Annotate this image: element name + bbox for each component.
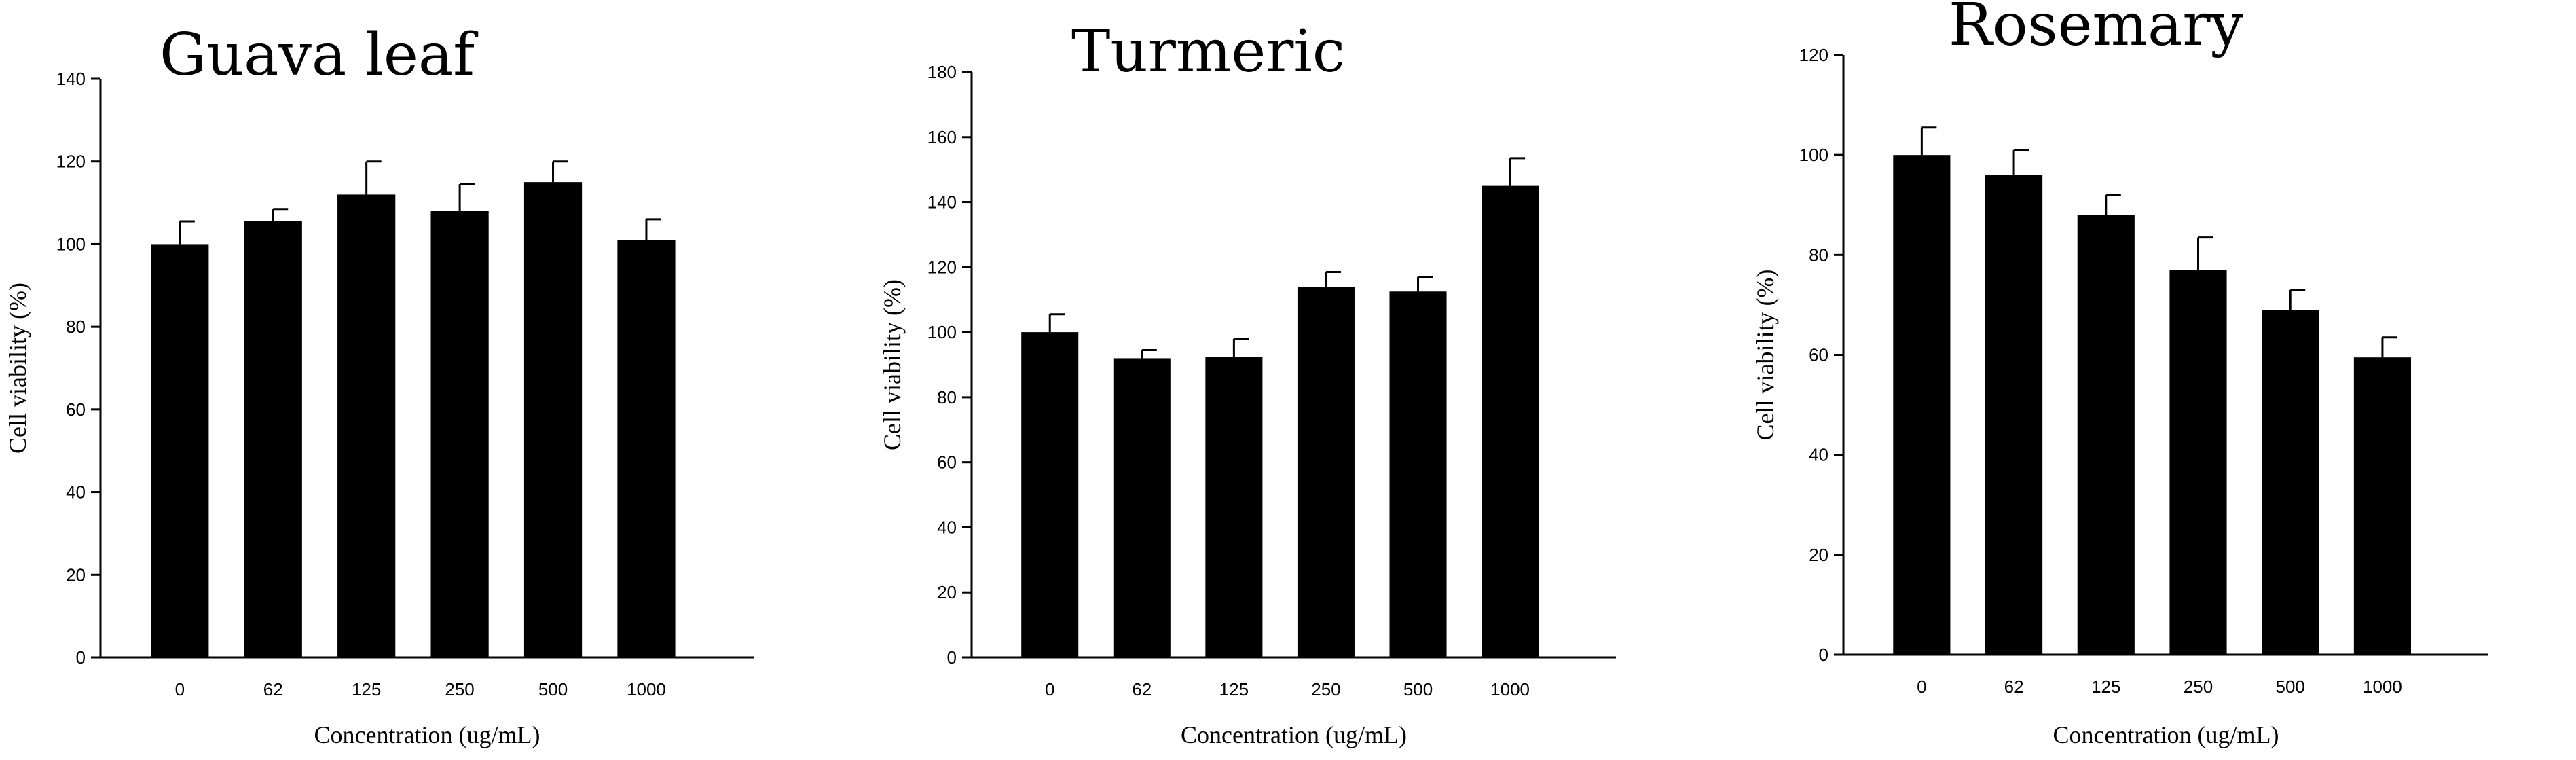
bar <box>1893 155 1951 655</box>
x-axis-label: Concentration (ug/mL) <box>2053 721 2279 748</box>
bar <box>2077 215 2135 655</box>
x-tick-label: 62 <box>2004 676 2024 697</box>
x-tick-label: 250 <box>445 679 474 700</box>
y-tick-label: 140 <box>927 192 957 213</box>
y-tick-label: 0 <box>947 647 957 668</box>
y-tick-label: 180 <box>927 62 957 82</box>
x-tick-label: 125 <box>2091 676 2120 697</box>
x-tick-label: 500 <box>2276 676 2305 697</box>
y-tick-label: 100 <box>1799 145 1828 165</box>
y-tick-label: 160 <box>927 127 957 147</box>
error-bar <box>272 208 289 221</box>
y-axis-label: Cell viability (%) <box>1752 270 1779 441</box>
bar <box>1205 357 1263 657</box>
y-tick-label: 80 <box>1809 245 1828 265</box>
error-bar <box>1048 313 1065 333</box>
x-tick-label: 0 <box>1045 679 1054 700</box>
bar <box>151 244 209 657</box>
bar <box>1985 175 2043 655</box>
y-tick-label: 40 <box>1809 445 1828 465</box>
y-tick-label: 140 <box>56 69 86 89</box>
y-tick-label: 60 <box>66 399 86 420</box>
bar <box>1021 332 1079 657</box>
error-bar <box>365 160 382 195</box>
chart-title: Turmeric <box>1071 18 1345 86</box>
x-tick-label: 1000 <box>2363 676 2402 697</box>
y-tick-label: 20 <box>937 582 957 602</box>
chart-panel-3: Rosemary 0 20 40 60 80 100 120 Cell viability (%… <box>1752 0 2488 748</box>
y-axis-label: Cell viability (%) <box>879 279 906 450</box>
y-tick-label: 20 <box>1809 545 1828 565</box>
chart-title: Guava leaf <box>160 21 478 89</box>
x-tick-label: 1000 <box>1490 679 1530 700</box>
bar <box>244 221 302 657</box>
y-tick-label: 60 <box>1809 345 1828 365</box>
y-tick-label: 20 <box>66 564 86 585</box>
y-tick-label: 80 <box>937 387 957 408</box>
x-tick-label: 500 <box>538 679 568 700</box>
x-tick-label: 62 <box>1132 679 1152 700</box>
y-tick-label: 0 <box>1819 645 1828 665</box>
y-tick-label: 100 <box>927 322 957 342</box>
x-tick-label: 1000 <box>627 679 666 700</box>
error-bar <box>1232 338 1249 357</box>
error-bar <box>2289 289 2306 310</box>
error-bar <box>179 220 195 245</box>
bar <box>337 194 396 657</box>
error-bar <box>552 160 568 183</box>
error-bar <box>1509 157 1526 186</box>
chart-title: Rosemary <box>1949 0 2243 59</box>
y-tick-label: 40 <box>937 517 957 537</box>
y-tick-label: 120 <box>56 151 86 172</box>
bar <box>1297 287 1355 658</box>
bar <box>1482 185 1539 658</box>
y-tick-label: 80 <box>66 316 86 337</box>
error-bar <box>1417 276 1433 292</box>
error-bar <box>645 218 661 240</box>
error-bar <box>458 183 475 211</box>
error-bar <box>1141 348 1157 359</box>
chart-panel-2: Turmeric 0 20 40 60 80 100 120 140 160 180 Cell via… <box>879 18 1616 748</box>
bar <box>2262 310 2319 655</box>
bar <box>617 240 676 657</box>
y-tick-label: 120 <box>1799 45 1828 65</box>
error-bar <box>2197 236 2213 270</box>
error-bar <box>2012 149 2029 175</box>
error-bar <box>2105 194 2121 215</box>
x-axis-label: Concentration (ug/mL) <box>314 721 540 748</box>
bar <box>523 182 583 658</box>
x-tick-label: 250 <box>1311 679 1340 700</box>
x-tick-label: 125 <box>1219 679 1249 700</box>
bar <box>1389 291 1447 657</box>
error-bar <box>1920 126 1937 156</box>
chart-panel-1: Guava leaf 0 20 40 60 80 100 120 140 Cell viabili… <box>4 21 754 748</box>
y-tick-label: 0 <box>76 647 86 668</box>
y-tick-label: 120 <box>927 257 957 277</box>
y-tick-label: 100 <box>56 234 86 254</box>
error-bar <box>1325 271 1341 287</box>
x-tick-label: 0 <box>1917 676 1926 697</box>
x-tick-label: 500 <box>1403 679 1433 700</box>
error-bar <box>2381 336 2397 358</box>
bar <box>430 211 489 657</box>
x-tick-label: 125 <box>352 679 381 700</box>
y-axis-label: Cell viability (%) <box>4 283 31 454</box>
x-tick-label: 0 <box>175 679 185 700</box>
x-tick-label: 250 <box>2184 676 2213 697</box>
y-tick-label: 60 <box>937 452 957 473</box>
x-axis-label: Concentration (ug/mL) <box>1181 721 1407 748</box>
bar <box>2169 270 2227 655</box>
bar <box>1113 358 1171 657</box>
x-tick-label: 62 <box>263 679 283 700</box>
bar <box>2353 357 2411 655</box>
y-tick-label: 40 <box>66 482 86 503</box>
